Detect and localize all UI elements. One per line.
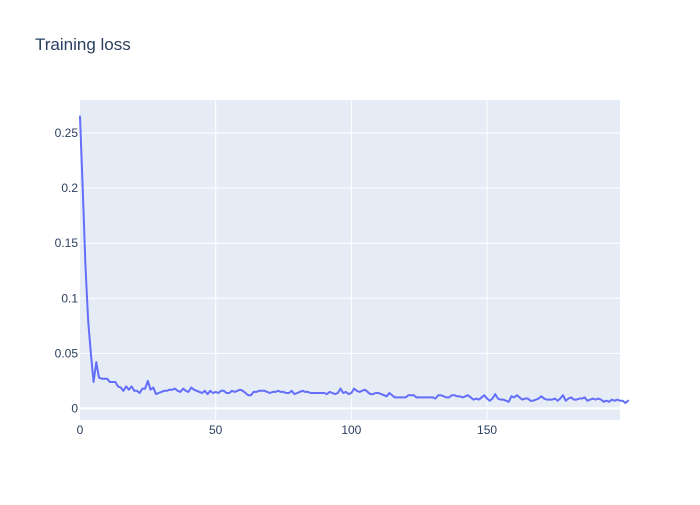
- x-tick-label: 0: [77, 423, 84, 437]
- y-tick-label: 0.1: [61, 291, 78, 305]
- y-tick-label: 0: [71, 401, 78, 415]
- x-tick-label: 50: [209, 423, 223, 437]
- x-tick-label: 100: [341, 423, 361, 437]
- gridlines: [80, 100, 620, 420]
- x-tick-label: 150: [477, 423, 497, 437]
- y-tick-label: 0.2: [61, 181, 78, 195]
- y-tick-label: 0.25: [55, 126, 79, 140]
- series-layer: [79, 115, 630, 404]
- x-axis-ticks: 0 50 100 150: [77, 423, 498, 437]
- y-tick-label: 0.15: [55, 236, 79, 250]
- y-tick-label: 0.05: [55, 346, 79, 360]
- loss-series-line: [79, 115, 630, 404]
- chart-title: Training loss: [35, 35, 131, 54]
- plot-area: [80, 100, 620, 420]
- y-axis-ticks: 0 0.05 0.1 0.15 0.2 0.25: [55, 126, 79, 415]
